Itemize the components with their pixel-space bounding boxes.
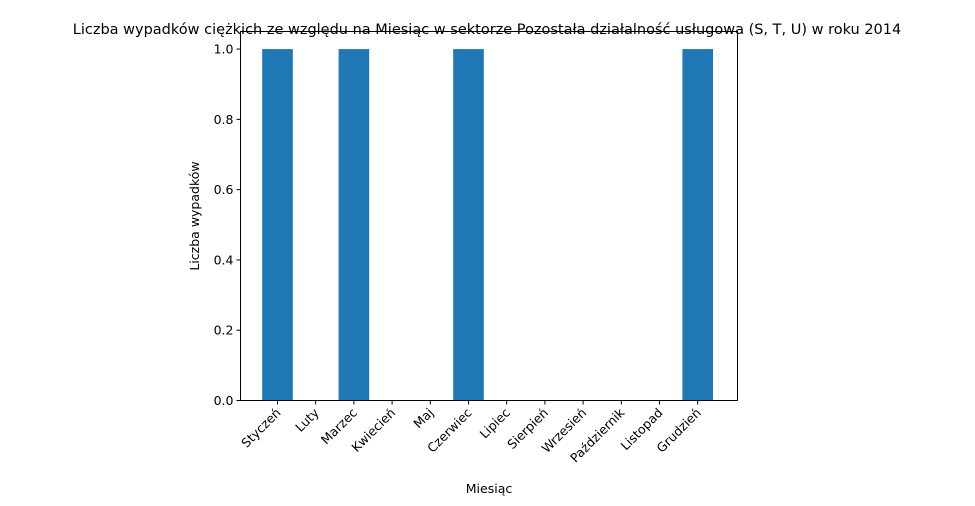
- x-tick-label-styczeń: Styczeń: [238, 405, 283, 450]
- chart-title: Liczba wypadków ciężkich ze względu na M…: [73, 22, 901, 38]
- bar-marzec: [338, 49, 370, 401]
- x-tick-label-maj: Maj: [410, 405, 436, 431]
- bars-group: [262, 49, 713, 401]
- x-tick-label-luty: Luty: [292, 405, 322, 435]
- plot-frame: [240, 31, 738, 401]
- y-axis-title: Liczba wypadków: [187, 161, 202, 270]
- y-tick-label: 0.8: [214, 112, 234, 127]
- x-tick-label-lipiec: Lipiec: [476, 405, 512, 441]
- y-tick-label: 0.4: [214, 252, 234, 267]
- y-tick-label: 0.2: [214, 323, 234, 338]
- bar-czerwiec: [453, 49, 484, 401]
- y-tick-label: 0.0: [214, 393, 234, 408]
- bar-grudzień: [682, 49, 713, 401]
- y-tick-label: 1.0: [214, 42, 234, 57]
- y-tick-label: 0.6: [214, 182, 234, 197]
- y-axis: 0.0 0.2 0.4 0.6 0.8 1.0: [214, 42, 241, 408]
- bar-styczeń: [262, 49, 293, 401]
- x-axis-title: Miesiąc: [466, 481, 513, 496]
